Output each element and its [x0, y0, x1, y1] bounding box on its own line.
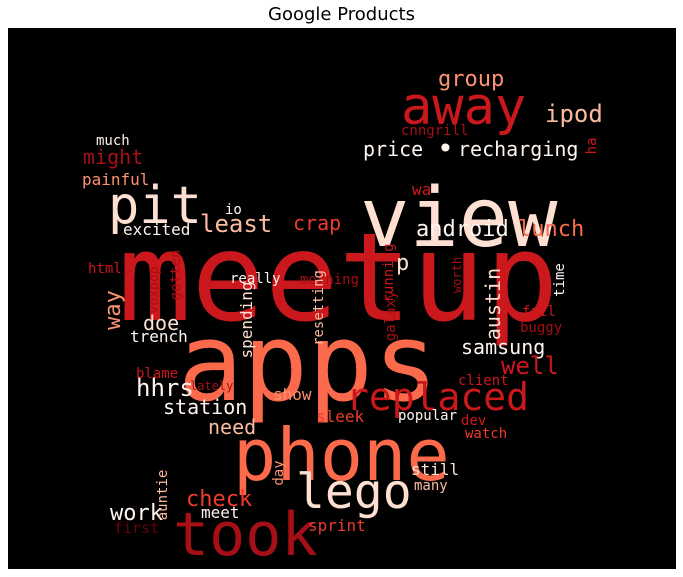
- word-meetup: meetup: [118, 207, 559, 349]
- word-price: price: [363, 137, 423, 161]
- word-time: time: [552, 263, 568, 297]
- word-pit: pit: [108, 176, 202, 236]
- word-station: station: [163, 395, 247, 419]
- word-dev: dev: [461, 413, 486, 429]
- word-trench: trench: [130, 327, 188, 346]
- word-fail: fail: [522, 304, 556, 320]
- word-resetting: resetting: [311, 270, 327, 346]
- word-html: html: [88, 261, 122, 277]
- word-least: least: [200, 210, 272, 238]
- word-dot: •: [437, 132, 454, 165]
- word-show: show: [273, 385, 312, 404]
- word-way: way: [101, 290, 126, 330]
- word-io: io: [225, 202, 242, 218]
- chart-title: Google Products: [268, 4, 415, 25]
- word-really: really: [230, 271, 281, 287]
- word-apps: apps: [178, 301, 438, 426]
- word-client: client: [458, 373, 509, 389]
- word-wa: wa: [412, 180, 431, 199]
- word-check: check: [186, 487, 252, 512]
- word-well: well: [501, 352, 559, 380]
- word-gotten: gotten: [168, 250, 184, 301]
- word-blame: blame: [136, 366, 178, 382]
- word-running: running: [381, 243, 397, 302]
- word-galaxy: galaxy: [383, 291, 399, 342]
- word-excited: excited: [123, 220, 190, 239]
- word-painful: painful: [82, 170, 149, 189]
- word-sleek: sleek: [316, 407, 365, 426]
- word-morning: morning: [300, 272, 359, 288]
- word-samsung: samsung: [461, 335, 545, 359]
- word-ipod: ipod: [545, 100, 603, 128]
- word-p: p: [396, 251, 409, 276]
- word-voxpop: voxpop: [147, 266, 162, 313]
- word-android: android: [416, 217, 509, 242]
- word-view: view: [360, 171, 558, 266]
- word-recharging: recharging: [458, 137, 578, 161]
- word-worth: worth: [450, 257, 464, 293]
- word-ha: ha: [584, 138, 600, 155]
- word-phone: phone: [233, 413, 450, 497]
- word-took: took: [173, 500, 318, 569]
- word-hhrs: hhrs: [136, 374, 194, 402]
- word-buggy: buggy: [520, 320, 562, 336]
- word-might: might: [83, 145, 143, 169]
- word-doe: doe: [143, 311, 179, 335]
- word-spending: spending: [237, 281, 256, 358]
- word-replaced: replaced: [346, 375, 529, 419]
- word-still: still: [411, 460, 459, 479]
- word-away: away: [401, 77, 526, 137]
- word-austin: austin: [481, 268, 505, 340]
- word-need: need: [208, 415, 256, 439]
- word-cloud-panel: meetup apps view phone away took pit lego replac…: [8, 28, 676, 569]
- word-cnngrill: cnngrill: [401, 123, 468, 139]
- word-many: many: [414, 478, 448, 494]
- word-crap: crap: [293, 211, 341, 235]
- word-popular: popular: [398, 408, 457, 424]
- word-lately: lately: [190, 379, 233, 393]
- word-day: day: [271, 460, 287, 485]
- word-watch: watch: [465, 426, 507, 442]
- word-meet: meet: [201, 503, 240, 522]
- word-auntie: auntie: [155, 470, 171, 521]
- word-group: group: [438, 67, 504, 92]
- word-much: much: [96, 133, 130, 149]
- word-lego: lego: [296, 464, 412, 520]
- word-sprint: sprint: [308, 516, 366, 535]
- word-first: first: [114, 519, 159, 537]
- word-lunch: lunch: [518, 217, 584, 242]
- word-work: work: [110, 501, 163, 526]
